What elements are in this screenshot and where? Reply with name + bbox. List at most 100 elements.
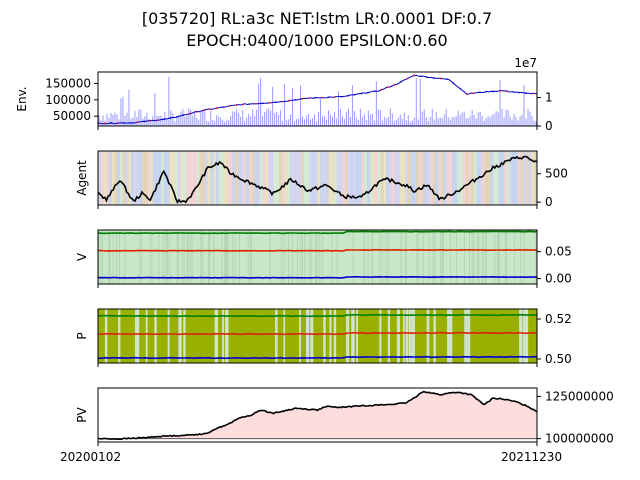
p-band <box>178 309 182 363</box>
trade-marker <box>452 82 455 84</box>
v-fill <box>98 230 537 284</box>
action-band <box>355 151 360 205</box>
trade-marker <box>400 81 402 83</box>
action-band <box>405 151 409 205</box>
trade-marker <box>136 121 139 124</box>
p-panel: 0.50 0.52 P <box>75 308 572 367</box>
action-band <box>312 151 316 205</box>
action-band <box>402 151 406 205</box>
p-ylabel: P <box>75 332 89 339</box>
action-band <box>446 151 450 205</box>
action-band <box>484 151 489 205</box>
trade-marker <box>222 106 224 108</box>
p-band <box>356 309 359 363</box>
v-series-line-2 <box>97 275 538 279</box>
trade-marker <box>274 101 277 103</box>
action-band <box>531 151 535 205</box>
pv-area <box>98 391 537 440</box>
action-band <box>229 151 233 205</box>
action-band <box>517 151 522 205</box>
action-band <box>100 151 104 205</box>
action-band <box>515 151 519 205</box>
trade-marker <box>334 96 336 98</box>
action-band <box>410 151 415 205</box>
chart-title-line-1: [035720] RL:a3c NET:lstm LR:0.0001 DF:0.… <box>142 9 492 28</box>
action-band <box>314 151 318 205</box>
p-band <box>104 309 108 363</box>
action-band <box>399 151 404 205</box>
trade-marker <box>518 91 521 94</box>
action-band <box>232 151 236 205</box>
trade-marker <box>525 92 527 94</box>
trade-marker <box>301 98 303 100</box>
trade-marker <box>439 77 442 80</box>
action-band <box>194 151 198 205</box>
action-band <box>226 151 231 205</box>
action-band <box>391 151 395 205</box>
action-band <box>383 151 387 205</box>
action-band <box>169 151 173 205</box>
trade-marker <box>307 97 310 99</box>
action-band <box>207 151 211 205</box>
action-band <box>479 151 483 205</box>
trade-marker <box>110 122 112 124</box>
env-right-0-tick-label: 0 <box>545 119 553 133</box>
trade-marker <box>116 122 119 124</box>
action-band <box>462 151 467 205</box>
action-band <box>117 151 121 205</box>
action-band <box>306 151 310 205</box>
action-band <box>128 151 132 205</box>
p-band <box>351 309 355 363</box>
action-band <box>177 151 181 205</box>
action-band <box>506 151 511 205</box>
action-band <box>438 151 442 205</box>
p-band <box>305 309 310 363</box>
p-band <box>134 309 137 363</box>
action-band <box>301 151 305 205</box>
action-band <box>215 151 220 205</box>
v-ylabel: V <box>75 252 89 261</box>
p-series-line-1 <box>98 331 538 336</box>
action-band <box>136 151 140 205</box>
trade-marker <box>255 102 257 105</box>
action-band <box>451 151 456 205</box>
action-band <box>473 151 478 205</box>
action-band <box>457 151 461 205</box>
action-band <box>429 151 434 205</box>
p-band <box>310 309 314 363</box>
action-band <box>350 151 354 205</box>
env-right-1-tick-label: 1 <box>545 91 553 105</box>
action-band <box>347 151 351 205</box>
action-band <box>257 151 261 205</box>
action-band <box>235 151 239 205</box>
p-band <box>387 309 391 363</box>
trade-marker <box>261 102 264 104</box>
p-band <box>408 309 412 363</box>
p-band <box>216 309 219 363</box>
trade-marker <box>143 120 145 123</box>
action-band <box>161 151 165 205</box>
action-band <box>292 151 297 205</box>
trade-marker <box>163 118 165 121</box>
action-band <box>205 151 209 205</box>
trade-marker <box>419 75 422 77</box>
agent-ylabel: Agent <box>75 160 89 196</box>
action-band <box>290 151 294 205</box>
pv-frame <box>97 387 538 443</box>
action-band <box>265 151 269 205</box>
agent-panel: 0 500 Agent <box>75 150 568 209</box>
p-band <box>464 309 467 363</box>
action-band <box>309 151 313 205</box>
p-frame <box>97 308 538 364</box>
trade-marker <box>268 101 271 104</box>
env-ylabel: Env. <box>15 86 29 111</box>
pv-line <box>97 390 538 441</box>
action-band <box>534 151 538 205</box>
p-band <box>333 309 337 363</box>
trade-marker <box>327 96 330 99</box>
action-band <box>454 151 458 205</box>
action-band <box>262 151 266 205</box>
trade-marker <box>485 91 488 93</box>
pv-right-0-tick-label: 100000000 <box>545 432 614 446</box>
action-band <box>183 151 187 205</box>
